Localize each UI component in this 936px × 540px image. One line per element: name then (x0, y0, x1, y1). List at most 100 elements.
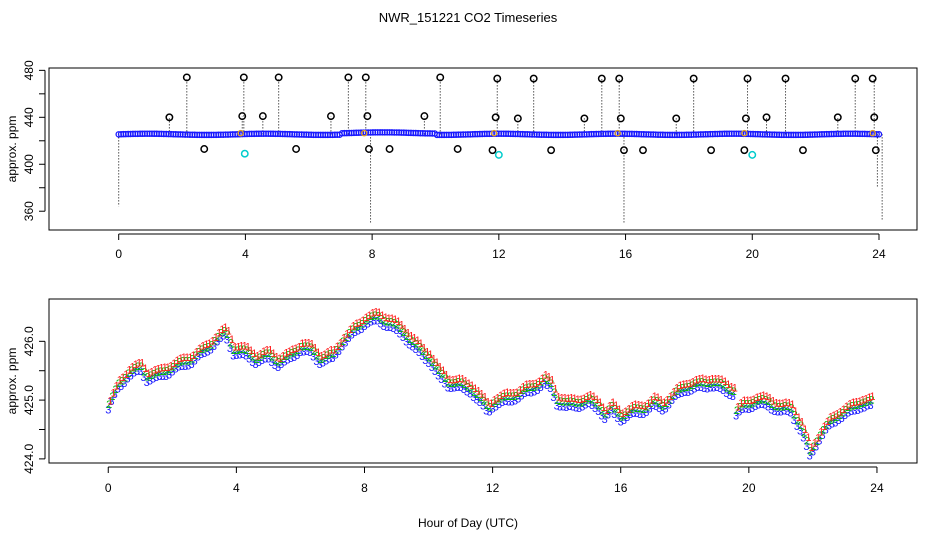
bottom-data-point: 3 (586, 398, 592, 410)
bottom-data-point: 2 (510, 391, 516, 403)
bottom-data-point: 1 (594, 394, 600, 406)
bottom-data-point: 3 (429, 362, 435, 374)
bottom-data-point: 1 (434, 357, 440, 369)
bottom-data-point: 2 (212, 336, 218, 348)
top-data-point (344, 73, 353, 82)
bottom-data-point: 3 (691, 383, 697, 395)
bottom-data-point: 2 (148, 370, 154, 382)
bottom-data-point: 2 (702, 378, 708, 390)
bottom-data-point: 2 (843, 405, 849, 417)
bottom-data-point: 1 (562, 393, 568, 405)
bottom-data-point: 1 (459, 373, 465, 385)
top-spike-markers (165, 73, 880, 159)
bottom-data-point: 3 (611, 409, 617, 421)
bottom-data-point: 1 (296, 341, 302, 353)
bottom-data-point: 1 (328, 345, 334, 357)
bottom-data-point: 3 (839, 413, 845, 425)
top-data-point (385, 145, 394, 153)
bottom-data-point: 1 (597, 397, 603, 409)
bottom-data-point: 3 (442, 379, 448, 391)
bottom-data-point: 1 (453, 374, 459, 386)
bottom-data-point: 2 (279, 354, 285, 366)
bottom-data-point: 3 (845, 407, 851, 419)
bottom-data-point: 2 (417, 342, 423, 354)
bottom-data-point: 2 (426, 353, 432, 365)
bottom-data-point: 3 (243, 350, 249, 362)
bottom-x-tick-label: 0 (105, 481, 112, 495)
bottom-data-point: 1 (572, 393, 578, 405)
bottom-data-point: 2 (785, 401, 791, 413)
bottom-data-point: 2 (446, 377, 452, 389)
bottom-data-point: 3 (262, 354, 268, 366)
bottom-data-point: 1 (370, 308, 376, 320)
bottom-data-point: 3 (682, 387, 688, 399)
bottom-data-point: 1 (286, 346, 292, 358)
bottom-data-point: 1 (181, 352, 187, 364)
bottom-data-point: 2 (241, 344, 247, 356)
bottom-data-point: 1 (344, 329, 350, 341)
bottom-data-point: 2 (523, 383, 529, 395)
bottom-data-point: 2 (430, 357, 436, 369)
bottom-data-point: 2 (119, 376, 125, 388)
bottom-data-point: 3 (320, 358, 326, 370)
top-data-point (436, 73, 445, 82)
bottom-data-point: 2 (327, 348, 333, 360)
top-data-point (513, 114, 522, 123)
bottom-data-point: 2 (801, 427, 807, 439)
bottom-data-point: 3 (387, 322, 393, 334)
bottom-data-point: 2 (173, 358, 179, 370)
bottom-data-point: 3 (176, 362, 182, 374)
bottom-data-point: 2 (615, 408, 621, 420)
bottom-data-point: 1 (155, 363, 161, 375)
bottom-data-point: 3 (736, 407, 742, 419)
bottom-data-point: 2 (196, 346, 202, 358)
top-data-point (239, 73, 248, 82)
bottom-data-point: 2 (750, 398, 756, 410)
bottom-data-point: 2 (856, 400, 862, 412)
bottom-data-point: 2 (606, 404, 612, 416)
bottom-data-point: 2 (862, 397, 868, 409)
bottom-data-point: 1 (264, 345, 270, 357)
bottom-data-point: 2 (724, 382, 730, 394)
bottom-data-point: 1 (680, 379, 686, 391)
bottom-data-point: 3 (701, 383, 707, 395)
bottom-data-point: 2 (382, 316, 388, 328)
bottom-data-point: 2 (804, 436, 810, 448)
bottom-data-point: 1 (709, 374, 715, 386)
bottom-data-point: 2 (795, 415, 801, 427)
bottom-data-point: 2 (356, 320, 362, 332)
bottom-data-point: 1 (527, 378, 533, 390)
bottom-data-point: 2 (833, 412, 839, 424)
bottom-data-point: 3 (650, 400, 656, 412)
bottom-data-point: 2 (321, 352, 327, 364)
bottom-data-point: 2 (298, 342, 304, 354)
top-data-point (639, 146, 647, 155)
bottom-data-point: 2 (561, 396, 567, 408)
bottom-data-point: 3 (630, 408, 636, 420)
bottom-data-point: 3 (759, 399, 765, 411)
top-data-point (292, 145, 301, 153)
bottom-data-point: 1 (315, 347, 321, 359)
bottom-data-point: 2 (622, 410, 628, 422)
bottom-data-point: 1 (392, 314, 398, 326)
bottom-data-point: 3 (531, 387, 537, 399)
bottom-data-point: 2 (695, 377, 701, 389)
bottom-data-point: 3 (217, 333, 223, 345)
bottom-data-point: 2 (500, 391, 506, 403)
bottom-data-point: 2 (638, 404, 644, 416)
bottom-data-point: 3 (413, 344, 419, 356)
bottom-data-point: 2 (599, 405, 605, 417)
bottom-data-point: 1 (511, 388, 517, 400)
top-data-point (274, 73, 283, 82)
bottom-data-point: 1 (142, 363, 148, 375)
bottom-data-point: 3 (230, 350, 236, 362)
bottom-data-point: 2 (830, 413, 836, 425)
bottom-data-point: 3 (771, 406, 777, 418)
bottom-data-point: 1 (210, 336, 216, 348)
top-data-point (453, 145, 462, 153)
bottom-data-point: 3 (275, 362, 281, 374)
bottom-data-point: 1 (389, 313, 395, 325)
bottom-data-point: 2 (404, 331, 410, 343)
bottom-data-point: 3 (265, 354, 271, 366)
bottom-data-point: 2 (471, 387, 477, 399)
